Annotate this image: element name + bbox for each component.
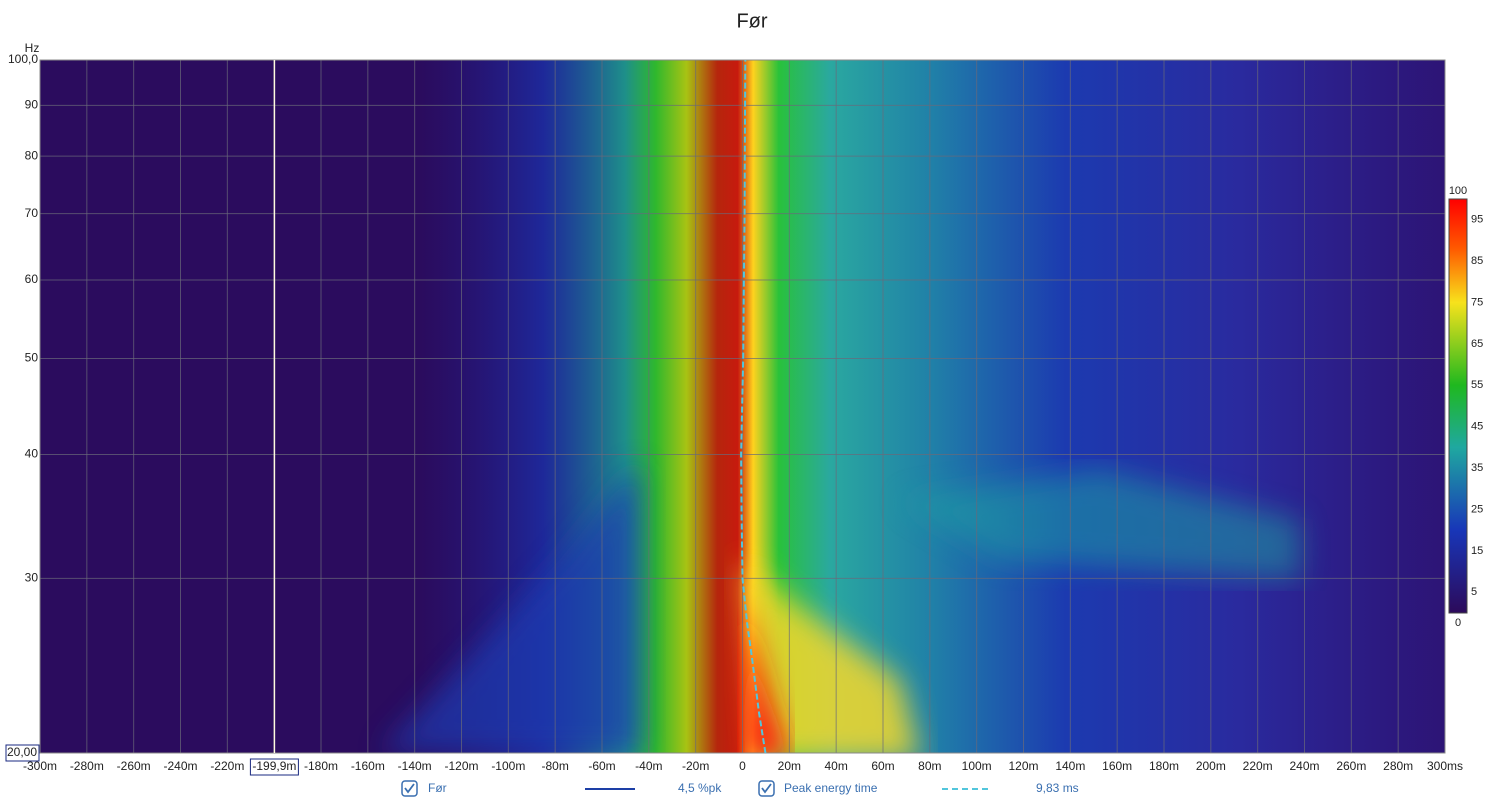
x-tick-label: -160m <box>351 759 385 773</box>
legend-label: Før <box>428 781 447 795</box>
x-tick-label: -280m <box>70 759 104 773</box>
colorbar-tick-label: 5 <box>1471 586 1477 598</box>
x-tick-label: -300m <box>23 759 57 773</box>
colorbar-tick-label: 65 <box>1471 338 1483 350</box>
x-tick-label: 300ms <box>1427 759 1463 773</box>
checkbox[interactable] <box>401 780 418 797</box>
x-tick-label: 240m <box>1289 759 1319 773</box>
x-tick-label: -100m <box>491 759 525 773</box>
check <box>761 783 772 794</box>
x-tick-label: 20m <box>778 759 801 773</box>
x-tick-label: 60m <box>871 759 894 773</box>
y-tick-label: 90 <box>25 98 39 112</box>
colorbar-tick-label: 25 <box>1471 503 1483 515</box>
x-tick-label: 100m <box>962 759 992 773</box>
x-tick-label: -120m <box>444 759 478 773</box>
cursor-y-label: 20,00 <box>7 745 37 759</box>
x-tick-label: 220m <box>1243 759 1273 773</box>
colorbar-tick-label: 85 <box>1471 255 1483 267</box>
x-tick-label: -220m <box>210 759 244 773</box>
y-tick-label: 100,0 <box>8 52 38 66</box>
x-tick-label: -180m <box>304 759 338 773</box>
x-tick-label: 180m <box>1149 759 1179 773</box>
x-tick-label: -40m <box>635 759 662 773</box>
legend-readout: 4,5 %pk <box>678 781 722 795</box>
chart-title: Før <box>736 10 767 32</box>
y-tick-label: 80 <box>25 148 39 162</box>
colorbar <box>1448 198 1468 614</box>
cursor-x-label: -199,9m <box>252 759 296 773</box>
cursor-y-box <box>5 744 40 762</box>
y-tick-label: 60 <box>25 272 39 286</box>
colorbar-tick-label: 100 <box>1449 185 1467 197</box>
x-tick-label: 0 <box>739 759 746 773</box>
peak-energy-line <box>740 59 767 754</box>
legend-label: Peak energy time <box>784 781 878 795</box>
x-tick-label: 280m <box>1383 759 1413 773</box>
cursor-x-box <box>249 758 299 776</box>
colorbar-tick-label: 0 <box>1455 617 1461 629</box>
x-tick-label: 120m <box>1008 759 1038 773</box>
x-tick-label: -80m <box>541 759 568 773</box>
x-tick-label: 260m <box>1336 759 1366 773</box>
x-tick-label: -60m <box>588 759 615 773</box>
colorbar-tick-label: 35 <box>1471 462 1483 474</box>
y-tick-label: 40 <box>25 447 39 461</box>
x-tick-label: 40m <box>824 759 847 773</box>
colorbar-tick-label: 55 <box>1471 379 1483 391</box>
x-tick-label: -140m <box>398 759 432 773</box>
y-tick-label: 50 <box>25 351 39 365</box>
x-tick-label: 140m <box>1055 759 1085 773</box>
x-tick-label: -20m <box>682 759 709 773</box>
checkbox[interactable] <box>758 780 775 797</box>
x-tick-label: 160m <box>1102 759 1132 773</box>
y-tick-label: 30 <box>25 571 39 585</box>
x-tick-label: 200m <box>1196 759 1226 773</box>
x-tick-label: -260m <box>117 759 151 773</box>
check <box>404 783 415 794</box>
legend-readout: 9,83 ms <box>1036 781 1079 795</box>
x-tick-label: -240m <box>163 759 197 773</box>
colorbar-tick-label: 95 <box>1471 214 1483 226</box>
colorbar-tick-label: 75 <box>1471 296 1483 308</box>
y-tick-label: 70 <box>25 206 39 220</box>
y-unit: Hz <box>25 41 40 55</box>
colorbar-tick-label: 15 <box>1471 545 1483 557</box>
x-tick-label: 80m <box>918 759 941 773</box>
colorbar-tick-label: 45 <box>1471 421 1483 433</box>
legend: Før 4,5 %pk Peak energy time 9,83 ms <box>401 780 1079 797</box>
plot-frame <box>39 59 1446 754</box>
